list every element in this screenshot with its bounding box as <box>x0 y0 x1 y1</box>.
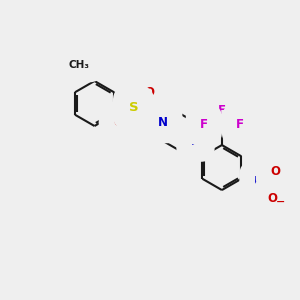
Text: F: F <box>236 118 244 131</box>
Text: O: O <box>270 165 280 178</box>
Text: F: F <box>218 104 226 117</box>
Text: N: N <box>158 116 168 129</box>
Text: O: O <box>113 116 123 129</box>
Text: −: − <box>276 196 285 207</box>
Text: F: F <box>200 118 208 131</box>
Text: S: S <box>129 101 138 114</box>
Text: N: N <box>190 135 200 148</box>
Text: O: O <box>144 86 154 99</box>
Text: CH₃: CH₃ <box>68 60 89 70</box>
Text: O: O <box>267 192 277 205</box>
Text: N: N <box>254 175 263 188</box>
